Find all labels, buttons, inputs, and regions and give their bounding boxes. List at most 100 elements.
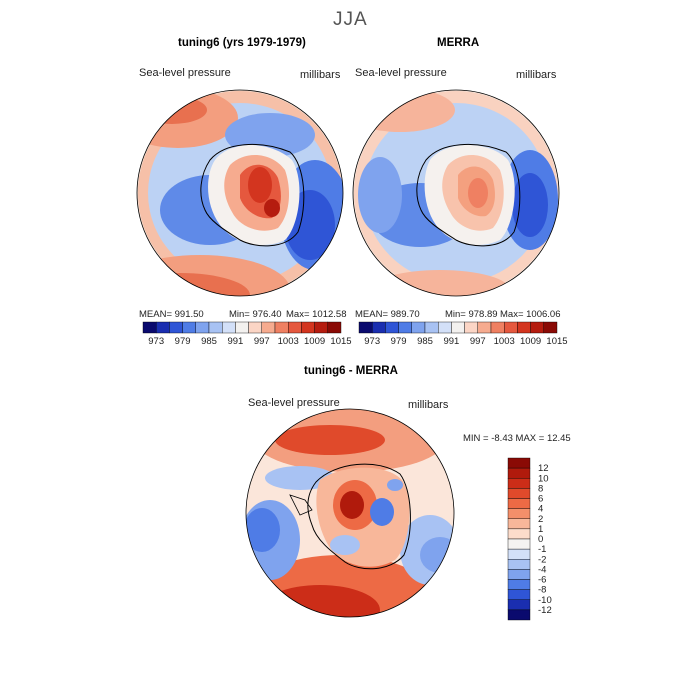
obs-map-border — [352, 89, 560, 297]
diff-colorbar-tick-label: 6 — [538, 494, 543, 505]
obs-colorbar-swatch — [372, 321, 386, 334]
diff-colorbar-swatch — [507, 538, 531, 550]
obs-mean: MEAN= 989.70 — [355, 309, 420, 320]
diff-colorbar-tick-label: 1 — [538, 524, 543, 535]
model-mean: MEAN= 991.50 — [139, 309, 204, 320]
model-colorbar-swatch — [182, 321, 197, 334]
model-colorbar-tick-label: 973 — [148, 336, 164, 347]
model-colorbar-swatch — [142, 321, 157, 334]
obs-colorbar-swatch — [464, 321, 479, 334]
model-colorbar-swatch — [314, 321, 329, 334]
obs-colorbar-swatch — [543, 321, 558, 334]
model-heading: tuning6 (yrs 1979-1979) — [178, 37, 306, 49]
obs-colorbar-swatch — [504, 321, 518, 334]
obs-colorbar-tick-label: 1009 — [520, 336, 541, 347]
obs-colorbar-swatch — [411, 321, 426, 334]
model-colorbar-swatch — [208, 321, 223, 334]
diff-colorbar-tick-label: -6 — [538, 575, 546, 586]
model-colorbar: 973 979 985 991 997 1003 1009 1015 — [142, 321, 352, 347]
obs-colorbar-tick-label: 973 — [364, 336, 380, 347]
diff-colorbar-swatch — [507, 548, 531, 560]
diff-colorbar-tick-label: 10 — [538, 473, 549, 484]
obs-colorbar-swatch — [398, 321, 413, 334]
obs-colorbar-swatch — [358, 321, 373, 334]
model-max: Max= 1012.58 — [286, 309, 347, 320]
diff-colorbar-swatch — [507, 467, 531, 479]
diff-colorbar-swatch — [507, 579, 531, 590]
obs-colorbar-swatch — [530, 321, 544, 334]
obs-colorbar: 973 979 985 991 997 1003 1009 1015 — [358, 321, 568, 347]
obs-colorbar-swatch — [438, 321, 452, 334]
obs-colorbar-swatch — [385, 321, 399, 334]
obs-colorbar-swatch — [490, 321, 505, 334]
diff-colorbar-swatch — [507, 508, 531, 519]
obs-slp-map — [353, 90, 559, 296]
model-colorbar-tick-label: 1003 — [278, 336, 299, 347]
diff-colorbar-tick-label: 12 — [538, 463, 549, 474]
model-colorbar-tick-label: 979 — [175, 336, 191, 347]
diff-colorbar-tick-label: 4 — [538, 504, 543, 515]
diff-colorbar-tick-label: 8 — [538, 483, 543, 494]
model-colorbar-swatch — [169, 321, 183, 334]
obs-min: Min= 978.89 — [445, 309, 498, 320]
obs-colorbar-tick-label: 997 — [470, 336, 486, 347]
diff-colorbar-tick-label: -10 — [538, 595, 552, 606]
diff-colorbar-tick-label: 2 — [538, 514, 543, 525]
model-colorbar-swatch — [248, 321, 263, 334]
diff-field-label: Sea-level pressure — [248, 397, 340, 409]
diff-colorbar-swatch — [507, 528, 531, 540]
diff-colorbar-swatch — [507, 599, 531, 611]
model-units-label: millibars — [300, 69, 341, 81]
diff-colorbar-swatch — [507, 498, 531, 509]
model-min: Min= 976.40 — [229, 309, 282, 320]
model-colorbar-swatch — [274, 321, 289, 334]
model-colorbar-swatch — [235, 321, 249, 334]
obs-colorbar-tick-label: 1003 — [494, 336, 515, 347]
obs-colorbar-swatch — [477, 321, 492, 334]
obs-heading: MERRA — [437, 37, 480, 49]
diff-colorbar-tick-label: -8 — [538, 585, 546, 596]
diff-colorbar-tick-label: -1 — [538, 544, 546, 555]
obs-colorbar-swatch — [451, 321, 465, 334]
obs-max: Max= 1006.06 — [500, 309, 561, 320]
diff-slp-map — [246, 409, 454, 617]
obs-field-label: Sea-level pressure — [355, 67, 447, 79]
diff-colorbar-tick-label: -4 — [538, 564, 546, 575]
obs-colorbar-tick-label: 1015 — [546, 336, 567, 347]
model-colorbar-tick-label: 997 — [254, 336, 270, 347]
diff-colorbar-swatch — [507, 488, 531, 499]
model-field-label: Sea-level pressure — [139, 67, 231, 79]
model-colorbar-tick-label: 1015 — [330, 336, 351, 347]
obs-colorbar-tick-label: 985 — [417, 336, 433, 347]
model-colorbar-swatch — [327, 321, 342, 334]
model-colorbar-swatch — [261, 321, 276, 334]
model-map-border — [136, 89, 344, 297]
model-colorbar-tick-label: 991 — [227, 336, 243, 347]
diff-colorbar-swatch — [507, 478, 531, 489]
diff-colorbar-swatch — [507, 569, 531, 580]
diff-units-label: millibars — [408, 399, 449, 411]
model-colorbar-swatch — [221, 321, 236, 334]
model-colorbar-tick-label: 985 — [201, 336, 217, 347]
model-colorbar-tick-label: 1009 — [304, 336, 325, 347]
diff-colorbar-tick-label: 0 — [538, 534, 543, 545]
model-colorbar-swatch — [301, 321, 315, 334]
diff-minmax: MIN = -8.43 MAX = 12.45 — [463, 433, 571, 444]
model-colorbar-swatch — [288, 321, 302, 334]
obs-colorbar-swatch — [424, 321, 439, 334]
page-title: JJA — [333, 9, 368, 30]
diff-colorbar-tick-label: -12 — [538, 605, 552, 616]
obs-colorbar-tick-label: 991 — [443, 336, 459, 347]
diff-colorbar-swatch — [507, 589, 531, 600]
model-colorbar-swatch — [155, 321, 170, 334]
diff-map-border — [245, 408, 455, 618]
model-colorbar-swatch — [195, 321, 210, 334]
diff-colorbar-swatch — [507, 457, 531, 469]
obs-colorbar-tick-label: 979 — [391, 336, 407, 347]
obs-colorbar-swatch — [517, 321, 531, 334]
diff-colorbar-tick-label: -2 — [538, 554, 546, 565]
obs-units-label: millibars — [516, 69, 557, 81]
diff-colorbar-swatch — [507, 518, 531, 530]
